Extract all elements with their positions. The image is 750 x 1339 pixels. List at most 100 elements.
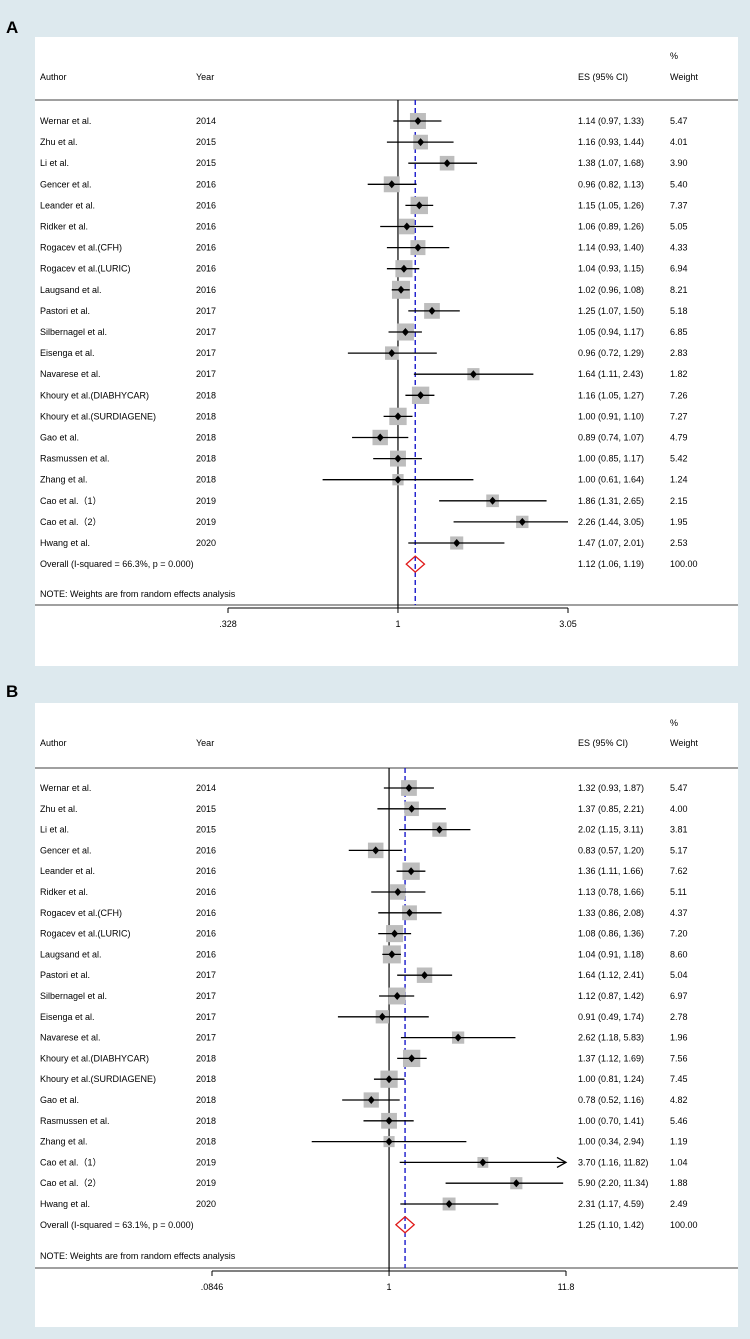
study-point-estimate bbox=[414, 243, 422, 252]
study-year: 2015 bbox=[196, 825, 216, 835]
x-axis-tick-label: 1 bbox=[395, 619, 400, 629]
study-year: 2015 bbox=[196, 804, 216, 814]
overall-ci: 1.25 (1.10, 1.42) bbox=[578, 1220, 644, 1230]
study-weight: 8.60 bbox=[670, 949, 688, 959]
es-header: ES (95% CI) bbox=[578, 72, 628, 82]
study-author: Pastori et al. bbox=[40, 970, 90, 980]
study-ci: 0.83 (0.57, 1.20) bbox=[578, 845, 644, 855]
study-author: Gao et al. bbox=[40, 1095, 79, 1105]
study-weight: 1.96 bbox=[670, 1033, 688, 1043]
forest-plot-a: % Author Year ES (95% CI) Weight Wernar et al… bbox=[35, 37, 738, 666]
x-axis-tick-label: .328 bbox=[219, 619, 237, 629]
study-author: Gao et al. bbox=[40, 433, 79, 443]
study-ci: 2.62 (1.18, 5.83) bbox=[578, 1033, 644, 1043]
study-weight: 5.05 bbox=[670, 222, 688, 232]
study-year: 2016 bbox=[196, 285, 216, 295]
study-point-estimate bbox=[401, 328, 409, 336]
study-author: Silbernagel et al. bbox=[40, 327, 107, 337]
study-ci: 1.64 (1.12, 2.41) bbox=[578, 970, 644, 980]
study-point-estimate bbox=[385, 1137, 393, 1146]
study-ci: 1.00 (0.61, 1.64) bbox=[578, 475, 644, 485]
study-weight: 6.94 bbox=[670, 264, 688, 274]
study-ci: 1.13 (0.78, 1.66) bbox=[578, 887, 644, 897]
study-author: Li et al. bbox=[40, 158, 69, 168]
study-weight: 6.97 bbox=[670, 991, 688, 1001]
overall-diamond bbox=[405, 555, 426, 573]
study-author: Zhu et al. bbox=[40, 804, 78, 814]
study-ci: 1.14 (0.93, 1.40) bbox=[578, 243, 644, 253]
study-year: 2016 bbox=[196, 179, 216, 189]
study-point-estimate bbox=[421, 971, 429, 980]
study-ci: 1.38 (1.07, 1.68) bbox=[578, 158, 644, 168]
study-weight: 5.04 bbox=[670, 970, 688, 980]
es-header: ES (95% CI) bbox=[578, 738, 628, 748]
study-author: Rogacev et al.(CFH) bbox=[40, 908, 122, 918]
study-author: Cao et al.（2） bbox=[40, 517, 102, 527]
weight-header: Weight bbox=[670, 72, 698, 82]
forest-plot-b: % Author Year ES (95% CI) Weight Wernar et al… bbox=[35, 703, 738, 1327]
study-ci: 1.16 (1.05, 1.27) bbox=[578, 390, 644, 400]
panel-a-label: A bbox=[6, 18, 19, 37]
study-weight: 1.19 bbox=[670, 1137, 688, 1147]
study-weight: 8.21 bbox=[670, 285, 688, 295]
study-point-estimate bbox=[453, 539, 461, 547]
study-weight: 5.17 bbox=[670, 845, 688, 855]
study-author: Navarese et al. bbox=[40, 1033, 101, 1043]
study-point-estimate bbox=[445, 1200, 453, 1208]
study-point-estimate bbox=[372, 846, 380, 855]
overall-diamond bbox=[394, 1215, 416, 1234]
overall-weight: 100.00 bbox=[670, 559, 698, 569]
study-author: Pastori et al. bbox=[40, 306, 90, 316]
study-year: 2018 bbox=[196, 475, 216, 485]
study-ci: 1.37 (0.85, 2.21) bbox=[578, 804, 644, 814]
study-weight: 5.18 bbox=[670, 306, 688, 316]
study-weight: 6.85 bbox=[670, 327, 688, 337]
study-point-estimate bbox=[512, 1179, 520, 1188]
study-weight: 5.42 bbox=[670, 454, 688, 464]
author-header: Author bbox=[40, 738, 67, 748]
study-author: Silbernagel et al. bbox=[40, 991, 107, 1001]
study-year: 2017 bbox=[196, 306, 216, 316]
study-author: Cao et al.（1） bbox=[40, 1157, 102, 1167]
study-author: Khoury et al.(DIABHYCAR) bbox=[40, 390, 149, 400]
study-year: 2019 bbox=[196, 1157, 216, 1167]
study-point-estimate bbox=[406, 908, 414, 917]
study-ci: 1.37 (1.12, 1.69) bbox=[578, 1053, 644, 1063]
study-weight: 4.00 bbox=[670, 804, 688, 814]
study-author: Laugsand et al. bbox=[40, 285, 102, 295]
x-axis-tick-label: 3.05 bbox=[559, 619, 577, 629]
study-author: Ridker et al. bbox=[40, 222, 88, 232]
study-weight: 2.83 bbox=[670, 348, 688, 358]
study-year: 2016 bbox=[196, 243, 216, 253]
study-ci: 1.04 (0.91, 1.18) bbox=[578, 949, 644, 959]
study-author: Laugsand et al. bbox=[40, 949, 102, 959]
study-ci: 1.06 (0.89, 1.26) bbox=[578, 222, 644, 232]
study-author: Ridker et al. bbox=[40, 887, 88, 897]
study-weight: 4.37 bbox=[670, 908, 688, 918]
study-weight: 5.47 bbox=[670, 783, 688, 793]
study-point-estimate bbox=[405, 784, 413, 792]
study-point-estimate bbox=[394, 412, 402, 421]
author-header: Author bbox=[40, 72, 67, 82]
study-weight: 7.45 bbox=[670, 1074, 688, 1084]
study-ci: 1.05 (0.94, 1.17) bbox=[578, 327, 644, 337]
study-year: 2018 bbox=[196, 390, 216, 400]
study-author: Li et al. bbox=[40, 825, 69, 835]
study-point-estimate bbox=[397, 285, 405, 294]
study-year: 2017 bbox=[196, 991, 216, 1001]
study-year: 2017 bbox=[196, 348, 216, 358]
study-year: 2019 bbox=[196, 1178, 216, 1188]
study-year: 2016 bbox=[196, 949, 216, 959]
study-ci: 1.00 (0.91, 1.10) bbox=[578, 411, 644, 421]
study-year: 2016 bbox=[196, 866, 216, 876]
study-year: 2019 bbox=[196, 517, 216, 527]
study-weight: 3.81 bbox=[670, 825, 688, 835]
study-point-estimate bbox=[428, 306, 436, 315]
study-weight: 4.01 bbox=[670, 137, 688, 147]
study-weight: 2.78 bbox=[670, 1012, 688, 1022]
study-ci: 1.02 (0.96, 1.08) bbox=[578, 285, 644, 295]
study-author: Leander et al. bbox=[40, 200, 95, 210]
study-year: 2014 bbox=[196, 116, 216, 126]
study-year: 2016 bbox=[196, 264, 216, 274]
study-point-estimate bbox=[518, 517, 526, 526]
